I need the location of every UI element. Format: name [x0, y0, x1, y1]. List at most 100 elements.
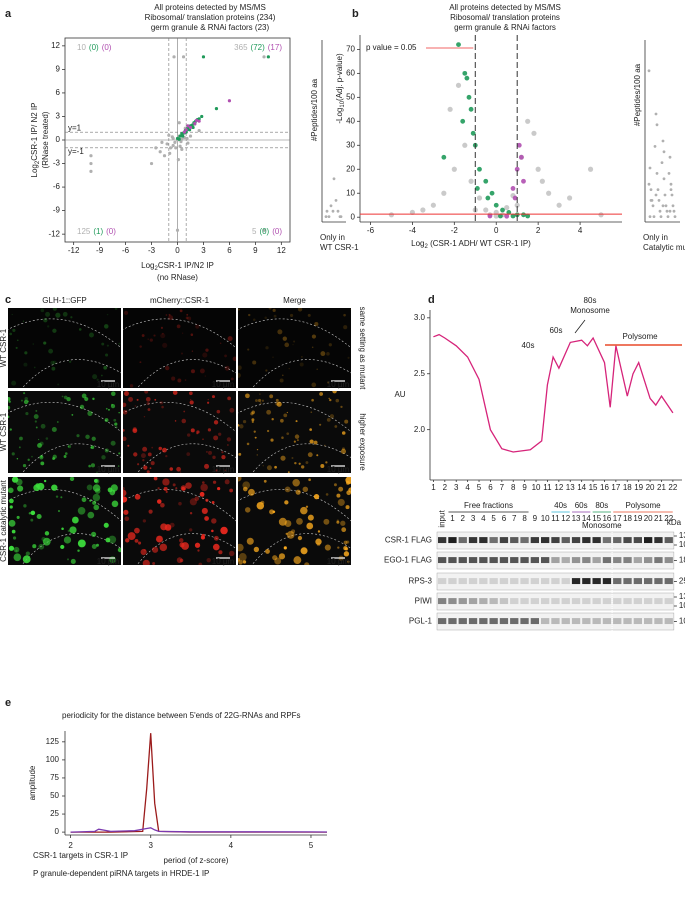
blot-band	[623, 598, 632, 605]
granule	[57, 509, 61, 513]
blot-band	[654, 618, 663, 625]
granule	[123, 509, 129, 515]
granule	[13, 553, 22, 562]
data-point	[89, 161, 93, 166]
granule	[190, 369, 195, 374]
legend-entry: Ribosomal/ translation proteins	[450, 13, 560, 22]
granule	[238, 424, 240, 427]
data-point	[175, 228, 180, 232]
blot-band	[613, 537, 622, 544]
side-point	[329, 204, 333, 208]
lane-label: 6	[502, 514, 507, 523]
blot-band	[479, 557, 488, 564]
x-tick-label: -6	[367, 226, 375, 235]
granule	[280, 455, 286, 461]
micrograph-content	[8, 477, 121, 565]
granule	[13, 546, 20, 553]
granule	[205, 498, 209, 502]
blot-band	[489, 557, 498, 564]
data-point	[546, 190, 552, 196]
legend-entry: P granule-dependent piRNA targets in HRD…	[33, 869, 209, 878]
granule	[55, 312, 61, 318]
granule	[191, 350, 194, 352]
granule	[51, 427, 57, 433]
granule	[248, 488, 255, 496]
peak-annotation: 60s	[550, 326, 563, 335]
granule	[252, 360, 257, 365]
data-point	[172, 55, 176, 59]
panel-letter: b	[352, 8, 359, 20]
granule	[160, 333, 166, 339]
spots	[123, 309, 236, 388]
granule	[282, 374, 284, 377]
blot-band	[602, 537, 612, 544]
granule	[256, 501, 265, 510]
data-point	[556, 202, 562, 208]
granule	[141, 334, 145, 337]
y-tick-label: -3	[53, 159, 61, 168]
blot-band	[458, 578, 467, 585]
data-point	[460, 118, 466, 124]
y-tick-label: 9	[56, 64, 61, 73]
granule	[213, 420, 219, 425]
data-point	[165, 142, 169, 146]
granule	[11, 477, 19, 483]
blot-band	[561, 557, 570, 564]
label-part: 2	[425, 244, 429, 250]
side-point	[659, 215, 663, 219]
blot-band	[592, 537, 601, 544]
side-note: higher exposure	[358, 413, 367, 471]
granule	[100, 374, 103, 377]
granule	[139, 345, 142, 348]
granule	[23, 399, 29, 405]
granule	[111, 500, 119, 508]
granule	[172, 391, 178, 395]
granule	[61, 527, 64, 531]
blot-band	[644, 598, 653, 605]
blot-band	[510, 557, 519, 564]
side-point	[670, 193, 674, 197]
data-point	[447, 106, 453, 112]
micrograph	[8, 308, 121, 388]
data-point	[521, 178, 526, 184]
granule	[165, 314, 168, 316]
granule	[55, 495, 59, 498]
granule	[224, 365, 230, 371]
data-point	[462, 70, 468, 76]
side-point	[647, 182, 651, 186]
granule	[60, 544, 65, 550]
granule	[16, 339, 19, 342]
panel-letter: a	[5, 8, 12, 20]
fraction-label: 5	[477, 483, 482, 492]
granule	[256, 454, 258, 456]
granule	[238, 372, 241, 378]
granule	[213, 435, 219, 441]
granule	[40, 423, 46, 429]
granule	[275, 401, 280, 406]
granule	[238, 557, 241, 562]
quadrant-count-part: 125	[77, 227, 91, 236]
quadrant-count: 125 (1) (0)	[77, 227, 116, 236]
gonad-outline	[137, 359, 236, 388]
blot-band	[582, 557, 591, 564]
granule	[92, 374, 98, 380]
granule	[172, 483, 176, 487]
x-tick-label: 6	[227, 246, 232, 255]
granule	[221, 451, 224, 454]
granule	[169, 467, 174, 471]
granule	[165, 454, 168, 458]
granule	[8, 487, 14, 494]
lane-label: 17	[613, 514, 622, 523]
granule	[67, 445, 70, 448]
gonad-outline	[252, 359, 351, 388]
side-point	[671, 204, 675, 208]
granule	[24, 351, 28, 355]
granule	[114, 422, 118, 426]
granule	[292, 344, 294, 346]
data-point	[188, 134, 193, 138]
quadrant-count-part: (1)	[93, 227, 103, 236]
blot-band	[571, 557, 581, 564]
granule	[11, 380, 17, 386]
granule	[294, 461, 297, 465]
scale-bar-label: 10 µm	[97, 380, 120, 389]
